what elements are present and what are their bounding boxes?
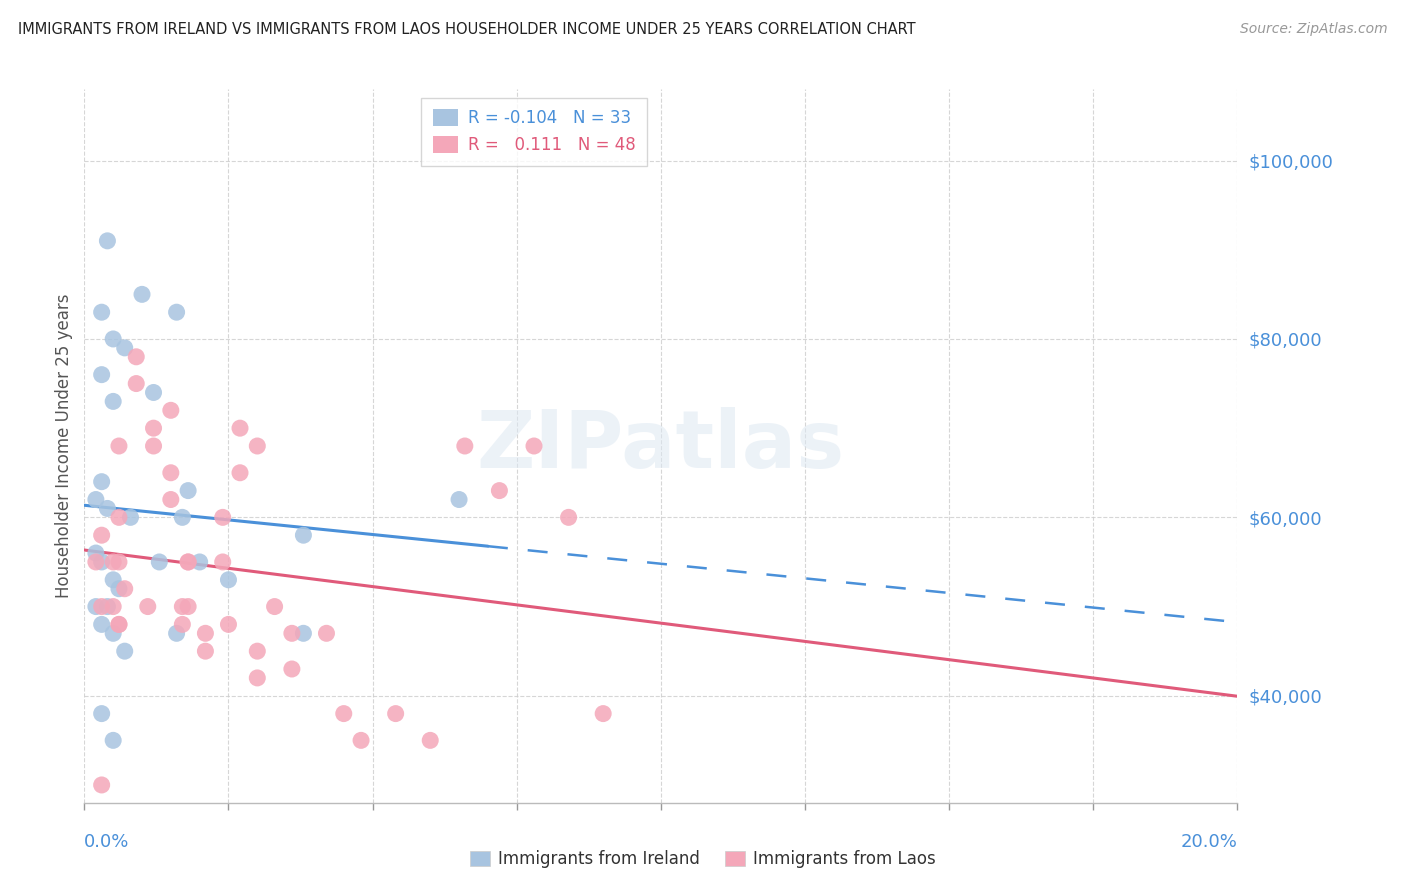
Legend: Immigrants from Ireland, Immigrants from Laos: Immigrants from Ireland, Immigrants from… — [463, 844, 943, 875]
Point — [125, 350, 148, 364]
Point — [246, 671, 269, 685]
Point — [103, 332, 124, 346]
Point — [217, 617, 239, 632]
Point — [217, 573, 239, 587]
Point — [281, 662, 304, 676]
Point — [148, 555, 170, 569]
Point — [103, 573, 124, 587]
Point — [125, 376, 148, 391]
Point — [84, 555, 107, 569]
Point — [246, 644, 269, 658]
Point — [90, 778, 112, 792]
Point — [90, 599, 112, 614]
Point — [108, 617, 131, 632]
Point — [90, 555, 112, 569]
Point — [160, 466, 183, 480]
Point — [108, 555, 131, 569]
Point — [90, 368, 112, 382]
Legend: R = -0.104   N = 33, R =   0.111   N = 48: R = -0.104 N = 33, R = 0.111 N = 48 — [422, 97, 647, 166]
Point — [166, 305, 188, 319]
Point — [281, 626, 304, 640]
Point — [108, 510, 131, 524]
Point — [172, 599, 194, 614]
Point — [142, 385, 165, 400]
Point — [350, 733, 373, 747]
Point — [136, 599, 159, 614]
Point — [108, 439, 131, 453]
Point — [114, 582, 136, 596]
Point — [90, 528, 112, 542]
Point — [103, 394, 124, 409]
Point — [557, 510, 579, 524]
Point — [177, 555, 200, 569]
Point — [96, 501, 118, 516]
Point — [194, 626, 217, 640]
Point — [142, 421, 165, 435]
Point — [447, 492, 470, 507]
Point — [419, 733, 441, 747]
Y-axis label: Householder Income Under 25 years: Householder Income Under 25 years — [55, 293, 73, 599]
Point — [103, 733, 124, 747]
Point — [84, 546, 107, 560]
Point — [592, 706, 614, 721]
Point — [384, 706, 406, 721]
Point — [315, 626, 337, 640]
Point — [120, 510, 142, 524]
Point — [229, 466, 252, 480]
Point — [108, 582, 131, 596]
Point — [84, 599, 107, 614]
Point — [114, 644, 136, 658]
Point — [96, 234, 118, 248]
Point — [211, 510, 233, 524]
Text: IMMIGRANTS FROM IRELAND VS IMMIGRANTS FROM LAOS HOUSEHOLDER INCOME UNDER 25 YEAR: IMMIGRANTS FROM IRELAND VS IMMIGRANTS FR… — [18, 22, 915, 37]
Point — [172, 617, 194, 632]
Point — [292, 528, 315, 542]
Point — [332, 706, 354, 721]
Point — [454, 439, 477, 453]
Point — [166, 626, 188, 640]
Text: 0.0%: 0.0% — [84, 833, 129, 851]
Point — [194, 644, 217, 658]
Point — [488, 483, 510, 498]
Point — [103, 626, 124, 640]
Point — [211, 555, 233, 569]
Point — [177, 483, 200, 498]
Point — [114, 341, 136, 355]
Point — [103, 555, 124, 569]
Point — [90, 475, 112, 489]
Point — [160, 492, 183, 507]
Point — [90, 617, 112, 632]
Text: 20.0%: 20.0% — [1181, 833, 1237, 851]
Point — [292, 626, 315, 640]
Point — [523, 439, 546, 453]
Point — [142, 439, 165, 453]
Point — [263, 599, 285, 614]
Point — [177, 599, 200, 614]
Point — [131, 287, 153, 301]
Point — [90, 305, 112, 319]
Point — [90, 706, 112, 721]
Text: Source: ZipAtlas.com: Source: ZipAtlas.com — [1240, 22, 1388, 37]
Point — [188, 555, 211, 569]
Point — [96, 599, 118, 614]
Point — [172, 510, 194, 524]
Point — [108, 617, 131, 632]
Point — [160, 403, 183, 417]
Point — [84, 492, 107, 507]
Text: ZIPatlas: ZIPatlas — [477, 407, 845, 485]
Point — [103, 599, 124, 614]
Point — [229, 421, 252, 435]
Point — [177, 555, 200, 569]
Point — [246, 439, 269, 453]
